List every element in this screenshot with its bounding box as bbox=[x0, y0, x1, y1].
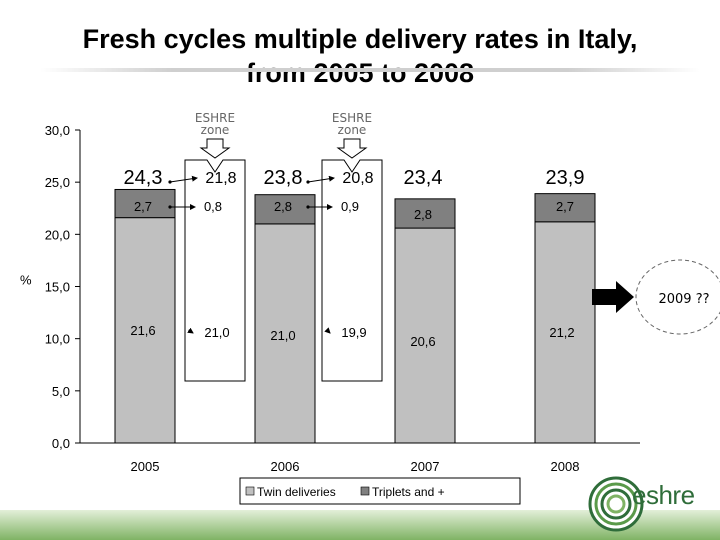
right-arrow-icon bbox=[592, 281, 634, 313]
y-tick-label: 10,0 bbox=[45, 332, 70, 347]
x-tick-label: 2007 bbox=[411, 459, 440, 474]
bar-twin-2005 bbox=[114, 217, 176, 444]
y-tick-label: 5,0 bbox=[52, 384, 70, 399]
legend-label-twin: Twin deliveries bbox=[257, 485, 336, 499]
eshre-connector bbox=[187, 327, 194, 334]
title-line-2: from 2005 to 2008 bbox=[245, 58, 475, 88]
total-label: 23,9 bbox=[546, 167, 585, 189]
eshre-zone-arrow bbox=[199, 138, 231, 159]
bar-triplets-2007 bbox=[394, 198, 456, 229]
triplets-value-label: 2,7 bbox=[556, 199, 574, 214]
eshre-connector bbox=[168, 175, 198, 184]
bar-triplets-2005 bbox=[114, 188, 176, 219]
legend-box bbox=[239, 477, 521, 505]
twins-value-label: 21,0 bbox=[270, 328, 295, 343]
eshre-zone-label: ESHRE bbox=[195, 111, 235, 125]
eshre-twins-label: 19,9 bbox=[341, 325, 366, 340]
legend-swatch-triplets bbox=[360, 486, 370, 496]
total-label: 23,4 bbox=[404, 167, 443, 189]
title-line-1: Fresh cycles multiple delivery rates in … bbox=[82, 24, 638, 54]
triplets-value-label: 2,8 bbox=[414, 207, 432, 222]
eshre-connector bbox=[306, 175, 335, 184]
twins-value-label: 20,6 bbox=[410, 334, 435, 349]
eshre-logo-wordmark: eshre bbox=[632, 480, 695, 510]
y-tick-label: 0,0 bbox=[52, 436, 70, 451]
bar-triplets-2008 bbox=[534, 193, 596, 223]
total-label: 24,3 bbox=[124, 167, 163, 189]
legend-swatch-twin bbox=[245, 486, 255, 496]
eshre-triplets-label: 0,8 bbox=[204, 199, 222, 214]
eshre-connector bbox=[324, 327, 331, 334]
chart-title: Fresh cycles multiple delivery rates in … bbox=[0, 22, 720, 90]
y-tick-label: 30,0 bbox=[45, 123, 70, 138]
twins-value-label: 21,6 bbox=[130, 323, 155, 338]
eshre-logo: eshre bbox=[588, 470, 720, 534]
y-axis-label: % bbox=[20, 273, 32, 288]
eshre-total-label: 21,8 bbox=[205, 170, 236, 187]
y-tick-label: 15,0 bbox=[45, 280, 70, 295]
eshre-zone-label: zone bbox=[338, 123, 367, 137]
y-tick-label: 25,0 bbox=[45, 175, 70, 190]
twins-value-label: 21,2 bbox=[549, 325, 574, 340]
eshre-triplets-label: 0,9 bbox=[341, 199, 359, 214]
x-tick-label: 2006 bbox=[271, 459, 300, 474]
eshre-zone-box bbox=[184, 159, 246, 382]
eshre-zone-box bbox=[321, 159, 383, 382]
eshre-zone-label: zone bbox=[201, 123, 230, 137]
annotation-2009: 2009 ?? bbox=[658, 292, 709, 307]
title-underline bbox=[40, 68, 700, 72]
y-tick-label: 20,0 bbox=[45, 227, 70, 242]
eshre-zone-label: ESHRE bbox=[332, 111, 372, 125]
x-tick-label: 2005 bbox=[131, 459, 160, 474]
eshre-logo-icon bbox=[588, 476, 644, 532]
eshre-twins-label: 21,0 bbox=[204, 325, 229, 340]
triplets-value-label: 2,8 bbox=[274, 199, 292, 214]
bar-triplets-2006 bbox=[254, 194, 316, 225]
eshre-total-label: 20,8 bbox=[342, 170, 373, 187]
dashed-circle bbox=[635, 259, 720, 335]
total-label: 23,8 bbox=[264, 167, 303, 189]
legend-label-triplets: Triplets and + bbox=[372, 485, 445, 499]
bar-twin-2006 bbox=[254, 223, 316, 444]
triplets-value-label: 2,7 bbox=[134, 199, 152, 214]
eshre-zone-arrow bbox=[336, 138, 368, 159]
bar-twin-2008 bbox=[534, 221, 596, 444]
x-tick-label: 2008 bbox=[551, 459, 580, 474]
